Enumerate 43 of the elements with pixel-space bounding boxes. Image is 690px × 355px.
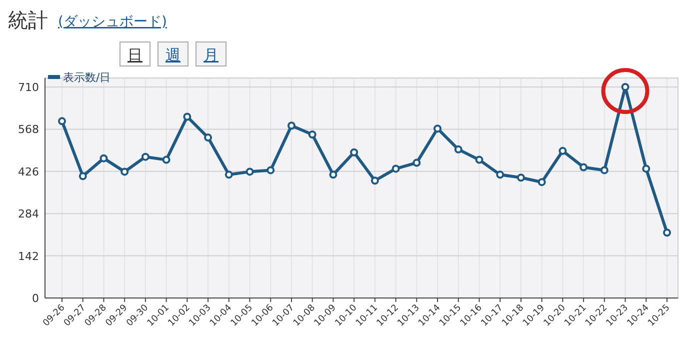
chart-title: 統計 — [8, 8, 48, 32]
point — [100, 154, 108, 162]
point — [141, 152, 150, 161]
point — [434, 124, 442, 133]
point — [475, 156, 484, 164]
point — [246, 168, 254, 176]
point — [224, 170, 233, 179]
point — [370, 176, 379, 185]
tab: 週 — [158, 42, 188, 66]
y-tick-label: 284 — [18, 208, 39, 221]
point — [329, 170, 338, 179]
point — [642, 164, 650, 173]
y-tick-label: 568 — [18, 123, 39, 136]
y-tick-label: 0 — [32, 292, 39, 305]
point — [580, 163, 588, 172]
point — [287, 122, 296, 130]
point — [538, 178, 546, 186]
point — [454, 145, 462, 154]
point — [496, 170, 504, 179]
point — [308, 130, 316, 139]
point — [78, 172, 87, 180]
point — [162, 156, 170, 164]
tab: 月 — [196, 42, 226, 66]
point — [558, 146, 567, 155]
y-tick-label: 142 — [18, 250, 39, 263]
legend-label: 表示数/日 — [63, 71, 111, 84]
y-tick-label: 710 — [18, 81, 39, 94]
point — [600, 166, 608, 174]
point — [266, 166, 275, 174]
point — [663, 228, 671, 237]
point — [204, 134, 212, 142]
point — [621, 83, 630, 91]
point — [350, 148, 358, 156]
point — [58, 117, 66, 126]
point — [412, 158, 421, 167]
y-tick-label: 426 — [18, 165, 39, 178]
text: (ダッシュボード) — [58, 14, 167, 30]
point — [516, 174, 525, 182]
tab: 日 — [120, 42, 150, 66]
point — [392, 164, 400, 173]
point — [183, 112, 192, 121]
legend: 表示数/日 — [48, 71, 111, 84]
point — [120, 168, 129, 176]
